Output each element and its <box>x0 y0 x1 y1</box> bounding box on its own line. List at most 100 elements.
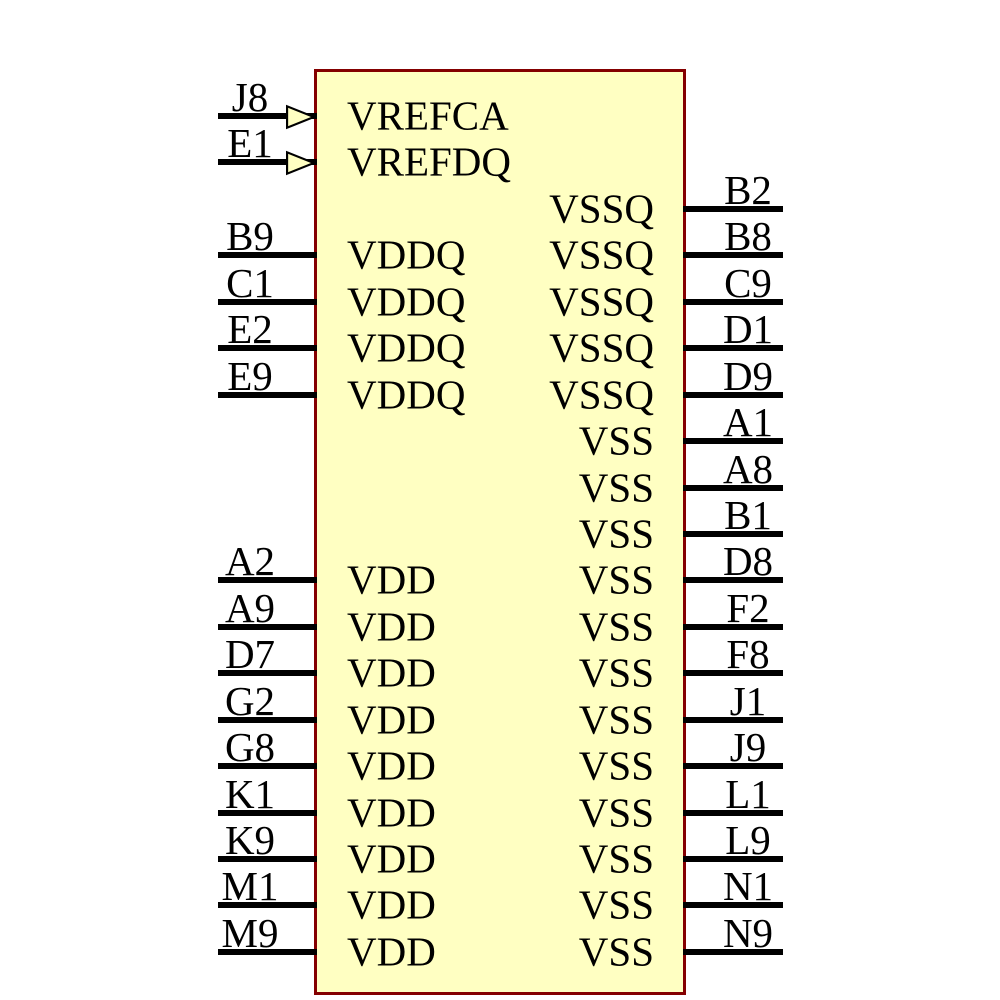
pin-name: VSS <box>578 510 654 557</box>
pin-line[interactable] <box>218 809 317 816</box>
pin-name: VREFCA <box>347 92 509 139</box>
input-arrow-icon <box>286 104 316 130</box>
pin-line[interactable] <box>218 159 317 166</box>
pin-line[interactable] <box>683 763 783 770</box>
pin-number: E9 <box>227 352 273 399</box>
pin-name: VSS <box>578 928 654 975</box>
pin-name: VSS <box>578 742 654 789</box>
input-arrow-icon <box>286 151 316 176</box>
pin-name: VSSQ <box>549 185 654 232</box>
pin-line[interactable] <box>683 205 783 212</box>
pin-line[interactable] <box>218 948 317 955</box>
pin-line[interactable] <box>218 252 317 259</box>
pin-line[interactable] <box>218 763 317 770</box>
pin-number: J1 <box>729 677 767 724</box>
pin-line[interactable] <box>218 577 317 584</box>
pin-name: VSS <box>578 881 654 928</box>
pin-name: VSS <box>578 464 654 511</box>
pin-line[interactable] <box>218 345 317 352</box>
pin-line[interactable] <box>683 577 783 584</box>
pin-number: E2 <box>227 306 273 353</box>
pin-name: VDD <box>347 556 436 603</box>
pin-line[interactable] <box>218 670 317 677</box>
pin-number: G2 <box>224 677 276 724</box>
pin-number: N9 <box>722 909 774 956</box>
pin-line[interactable] <box>683 948 783 955</box>
pin-line[interactable] <box>683 716 783 723</box>
pin-name: VSS <box>578 789 654 836</box>
pin-name: VDD <box>347 881 436 928</box>
pin-line[interactable] <box>683 438 783 445</box>
pin-number: F2 <box>726 584 770 631</box>
pin-name: VREFDQ <box>347 138 512 185</box>
pin-number: G8 <box>224 724 276 771</box>
pin-number: B2 <box>724 166 772 213</box>
pin-number: M9 <box>221 909 279 956</box>
pin-line[interactable] <box>218 298 317 305</box>
pin-name: VDD <box>347 835 436 882</box>
pin-name: VDDQ <box>347 324 466 371</box>
pin-number: B9 <box>226 213 274 260</box>
pin-line[interactable] <box>683 298 783 305</box>
pin-number: D7 <box>224 631 276 678</box>
pin-line[interactable] <box>683 623 783 630</box>
pin-name: VSSQ <box>549 278 654 325</box>
pin-name: VSS <box>578 649 654 696</box>
pin-line[interactable] <box>683 391 783 398</box>
pin-number: A9 <box>224 584 276 631</box>
component-body[interactable] <box>314 69 686 995</box>
pin-number: D1 <box>722 306 774 353</box>
pin-name: VDD <box>347 928 436 975</box>
pin-number: B8 <box>724 213 772 260</box>
pin-number: E1 <box>227 120 273 167</box>
pin-line[interactable] <box>218 902 317 909</box>
pin-number: M1 <box>221 863 279 910</box>
pin-number: L1 <box>725 770 771 817</box>
pin-name: VSSQ <box>549 324 654 371</box>
pin-number: L9 <box>725 817 771 864</box>
pin-name: VDDQ <box>347 231 466 278</box>
pin-name: VDD <box>347 696 436 743</box>
pin-line[interactable] <box>218 113 317 119</box>
pin-line[interactable] <box>218 856 317 863</box>
pin-name: VSSQ <box>549 371 654 418</box>
pin-line[interactable] <box>683 484 783 491</box>
pin-number: B1 <box>724 491 772 538</box>
pin-line[interactable] <box>683 530 783 537</box>
pin-number: K1 <box>224 770 276 817</box>
pin-number: A1 <box>722 399 774 446</box>
pin-line[interactable] <box>683 670 783 677</box>
pin-number: F8 <box>726 631 770 678</box>
pin-line[interactable] <box>683 345 783 352</box>
pin-name: VDDQ <box>347 371 466 418</box>
pin-name: VSS <box>578 417 654 464</box>
pin-number: A8 <box>722 445 774 492</box>
pin-number: J9 <box>729 724 767 771</box>
pin-number: C1 <box>226 259 274 306</box>
pin-line[interactable] <box>218 391 317 398</box>
pin-number: K9 <box>224 817 276 864</box>
pin-name: VSS <box>578 696 654 743</box>
pin-number: N1 <box>722 863 774 910</box>
pin-line[interactable] <box>218 716 317 723</box>
pin-name: VSS <box>578 556 654 603</box>
pin-name: VSSQ <box>549 231 654 278</box>
pin-line[interactable] <box>683 809 783 816</box>
pin-number: J8 <box>231 74 269 120</box>
pin-number: C9 <box>724 259 772 306</box>
pin-line[interactable] <box>218 623 317 630</box>
pin-name: VSS <box>578 603 654 650</box>
pin-number: D9 <box>722 352 774 399</box>
pin-number: D8 <box>722 538 774 585</box>
pin-name: VDD <box>347 789 436 836</box>
pin-line[interactable] <box>683 856 783 863</box>
pin-name: VDD <box>347 603 436 650</box>
pin-name: VDD <box>347 649 436 696</box>
pin-number: A2 <box>224 538 276 585</box>
pin-line[interactable] <box>683 902 783 909</box>
pin-name: VDD <box>347 742 436 789</box>
pin-name: VSS <box>578 835 654 882</box>
pin-line[interactable] <box>683 252 783 259</box>
pin-name: VDDQ <box>347 278 466 325</box>
